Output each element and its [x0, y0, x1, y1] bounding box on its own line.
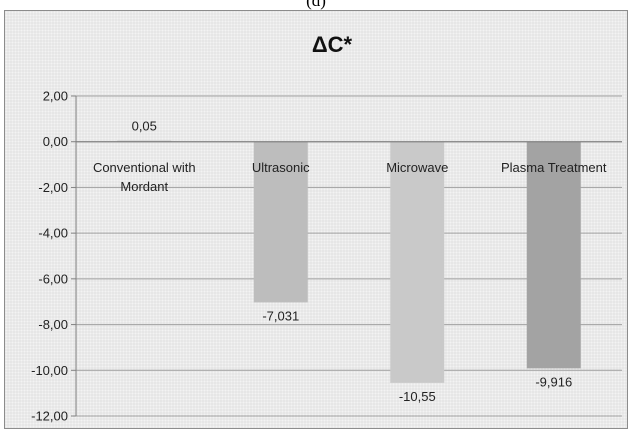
y-tick-label: 0,00: [43, 134, 68, 149]
data-label: -7,031: [262, 308, 299, 323]
y-tick-label: -12,00: [31, 409, 68, 424]
y-tick-label: -4,00: [38, 226, 68, 241]
data-label: -10,55: [399, 389, 436, 404]
data-labels: 0,05 -7,031 -10,55 -9,916: [132, 119, 573, 404]
y-tick-label: -6,00: [38, 271, 68, 286]
data-label: 0,05: [132, 119, 157, 134]
category-label: Microwave: [386, 160, 448, 175]
bar: [390, 141, 445, 383]
y-tick-label: 2,00: [43, 89, 68, 104]
figure-caption: (d): [306, 0, 326, 10]
y-tick-label: -2,00: [38, 180, 68, 195]
y-tick-label: -10,00: [31, 363, 68, 378]
chart-panel: [4, 10, 628, 429]
y-axis-ticks: 2,00 0,00 -2,00 -4,00 -6,00 -8,00 -10,00 -12,00: [31, 89, 77, 424]
category-label: Ultrasonic: [252, 160, 310, 175]
category-label: Mordant: [120, 179, 168, 194]
bars: [117, 140, 581, 383]
y-tick-label: -8,00: [38, 317, 68, 332]
data-label: -9,916: [535, 374, 572, 389]
chart-title: ΔC*: [312, 32, 353, 57]
category-label: Plasma Treatment: [501, 160, 607, 175]
category-label: Conventional with: [93, 160, 196, 175]
bar: [253, 141, 308, 303]
bar: [526, 141, 581, 369]
category-labels: Conventional with Mordant Ultrasonic Microw…: [93, 160, 607, 194]
